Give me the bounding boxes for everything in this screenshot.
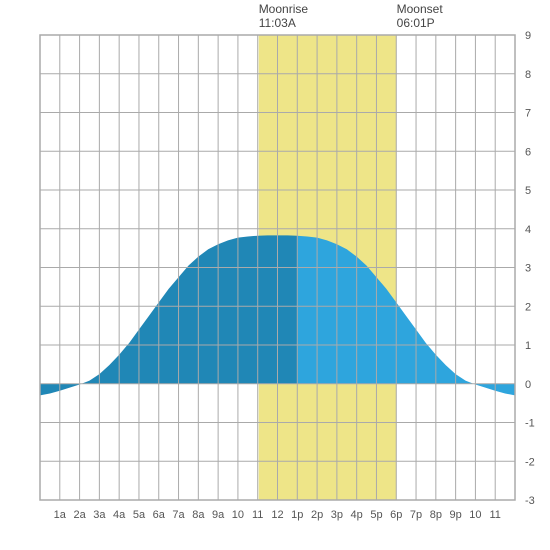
y-tick-label: 5 [525,185,531,197]
x-tick-label: 3p [331,509,343,521]
y-tick-label: 1 [525,340,531,352]
y-tick-label: 7 [525,108,531,120]
x-tick-label: 2p [311,509,323,521]
y-tick-label: -1 [525,418,535,430]
x-tick-label: 4p [351,509,363,521]
x-tick-label: 7a [172,509,185,521]
annotation-value: 06:01P [397,16,435,30]
y-tick-label: 4 [525,224,531,236]
x-tick-label: 1p [291,509,303,521]
annotation-title: Moonset [397,2,444,16]
y-tick-label: 0 [525,379,531,391]
x-tick-label: 8a [192,509,205,521]
x-tick-label: 5p [370,509,382,521]
x-tick-label: 3a [93,509,106,521]
x-tick-label: 9p [450,509,462,521]
y-tick-label: 9 [525,30,531,42]
y-tick-label: 2 [525,301,531,313]
y-tick-label: 3 [525,263,531,275]
y-tick-label: 6 [525,146,531,158]
chart-svg: 1a2a3a4a5a6a7a8a9a1011121p2p3p4p5p6p7p8p… [0,0,550,550]
x-tick-label: 11 [489,509,500,521]
x-tick-label: 10 [232,509,244,521]
x-tick-label: 1a [54,509,67,521]
x-tick-label: 10 [469,509,481,521]
x-tick-label: 6p [390,509,402,521]
x-tick-label: 6a [153,509,166,521]
annotation-value: 11:03A [259,16,296,30]
annotation-title: Moonrise [259,2,309,16]
x-tick-label: 7p [410,509,422,521]
x-tick-label: 2a [73,509,86,521]
x-tick-label: 12 [271,509,283,521]
y-tick-label: 8 [525,69,531,81]
y-tick-label: -3 [525,495,535,507]
y-tick-label: -2 [525,456,535,468]
x-tick-label: 11 [252,509,263,521]
x-tick-label: 9a [212,509,225,521]
x-tick-label: 8p [430,509,442,521]
tide-chart: 1a2a3a4a5a6a7a8a9a1011121p2p3p4p5p6p7p8p… [0,0,550,550]
x-tick-label: 4a [113,509,126,521]
x-tick-label: 5a [133,509,146,521]
